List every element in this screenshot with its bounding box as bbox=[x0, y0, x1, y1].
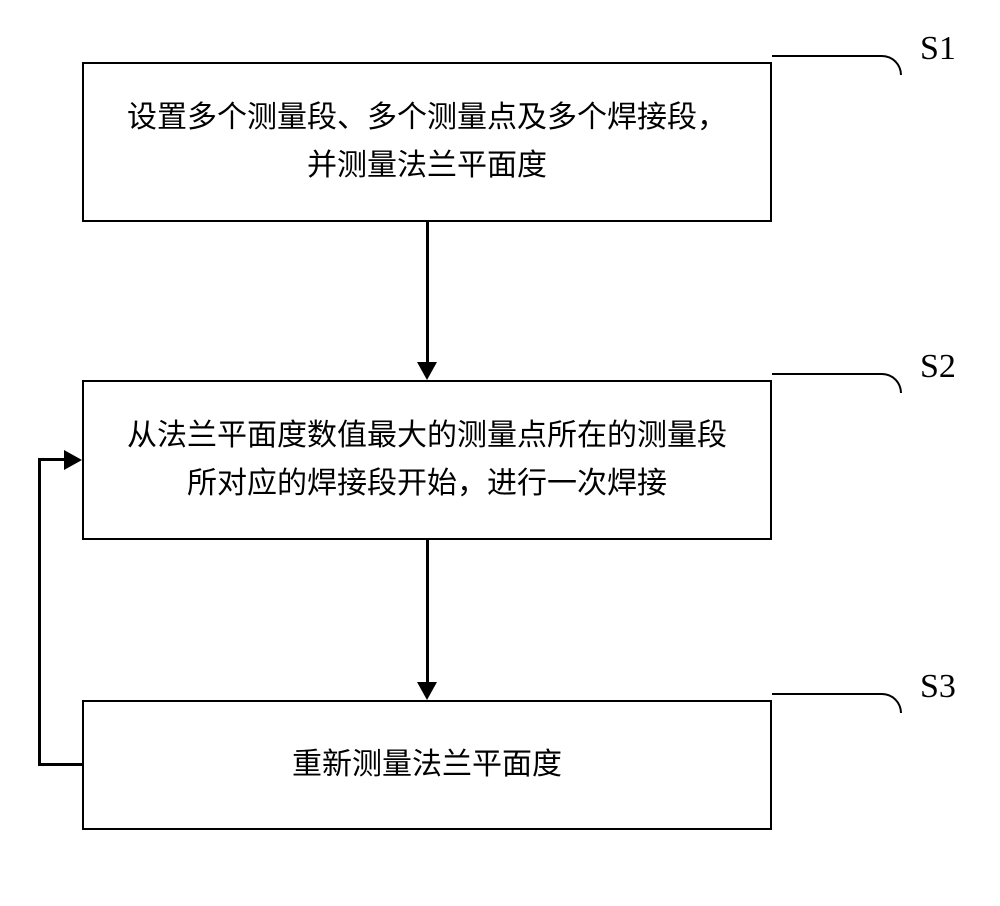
feedback-arrow-head bbox=[64, 450, 82, 470]
flowchart-container: 设置多个测量段、多个测量点及多个焊接段，并测量法兰平面度 S1 从法兰平面度数值… bbox=[0, 0, 1000, 906]
label-connector-s1 bbox=[772, 55, 902, 75]
arrow-s1-s2-line bbox=[426, 222, 429, 362]
step-label-s2: S2 bbox=[920, 348, 956, 386]
arrow-s2-s3-head bbox=[417, 682, 437, 700]
label-connector-s3 bbox=[772, 693, 902, 713]
step-box-s1: 设置多个测量段、多个测量点及多个焊接段，并测量法兰平面度 bbox=[82, 62, 772, 222]
label-connector-s2 bbox=[772, 373, 902, 393]
step-label-s1: S1 bbox=[920, 30, 956, 68]
feedback-arrow-seg2 bbox=[38, 458, 41, 766]
feedback-arrow-seg3 bbox=[38, 458, 64, 461]
arrow-s1-s2-head bbox=[417, 362, 437, 380]
arrow-s2-s3-line bbox=[426, 540, 429, 682]
feedback-arrow-seg1 bbox=[38, 763, 82, 766]
step-text-s1: 设置多个测量段、多个测量点及多个焊接段，并测量法兰平面度 bbox=[114, 94, 740, 190]
step-text-s3: 重新测量法兰平面度 bbox=[292, 741, 562, 789]
step-label-s3: S3 bbox=[920, 668, 956, 706]
step-text-s2: 从法兰平面度数值最大的测量点所在的测量段所对应的焊接段开始，进行一次焊接 bbox=[114, 412, 740, 508]
step-box-s3: 重新测量法兰平面度 bbox=[82, 700, 772, 830]
step-box-s2: 从法兰平面度数值最大的测量点所在的测量段所对应的焊接段开始，进行一次焊接 bbox=[82, 380, 772, 540]
